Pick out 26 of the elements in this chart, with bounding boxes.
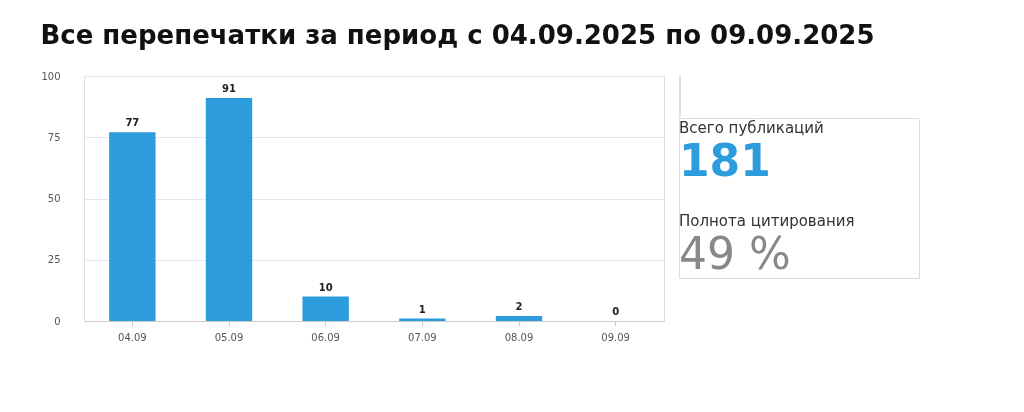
text: Полнота цитирования (679, 212, 855, 230)
bar (495, 316, 543, 321)
x-tick-label: 06.09 (311, 331, 340, 343)
text: 49 % (679, 228, 791, 279)
x-tick-label: 09.09 (601, 331, 630, 343)
x-tick-label: 05.09 (214, 331, 244, 343)
bar (302, 296, 349, 321)
data-label: 1 (418, 303, 426, 315)
x-tick-label: 07.09 (408, 331, 437, 343)
bar (109, 132, 156, 321)
x-tick-label: 08.09 (504, 331, 534, 343)
data-label: 0 (612, 306, 620, 317)
y-tick-label: 75 (47, 131, 61, 143)
data-label: 77 (125, 117, 140, 129)
chart-title: Все перепечатки за период с 04.09.2025 по 09.09.2025 (40, 19, 875, 50)
data-label: 10 (318, 281, 333, 293)
text: 181 (679, 135, 771, 186)
y-tick-label: 50 (47, 193, 61, 204)
bar (205, 98, 253, 321)
data-label: 91 (222, 83, 236, 95)
text: Всего публикаций (679, 119, 824, 137)
y-tick-label: 0 (54, 315, 61, 327)
y-tick-label: 100 (41, 70, 61, 82)
x-tick-label: 04.09 (118, 331, 147, 343)
data-label: 2 (515, 301, 523, 313)
y-tick-label: 25 (47, 254, 61, 266)
